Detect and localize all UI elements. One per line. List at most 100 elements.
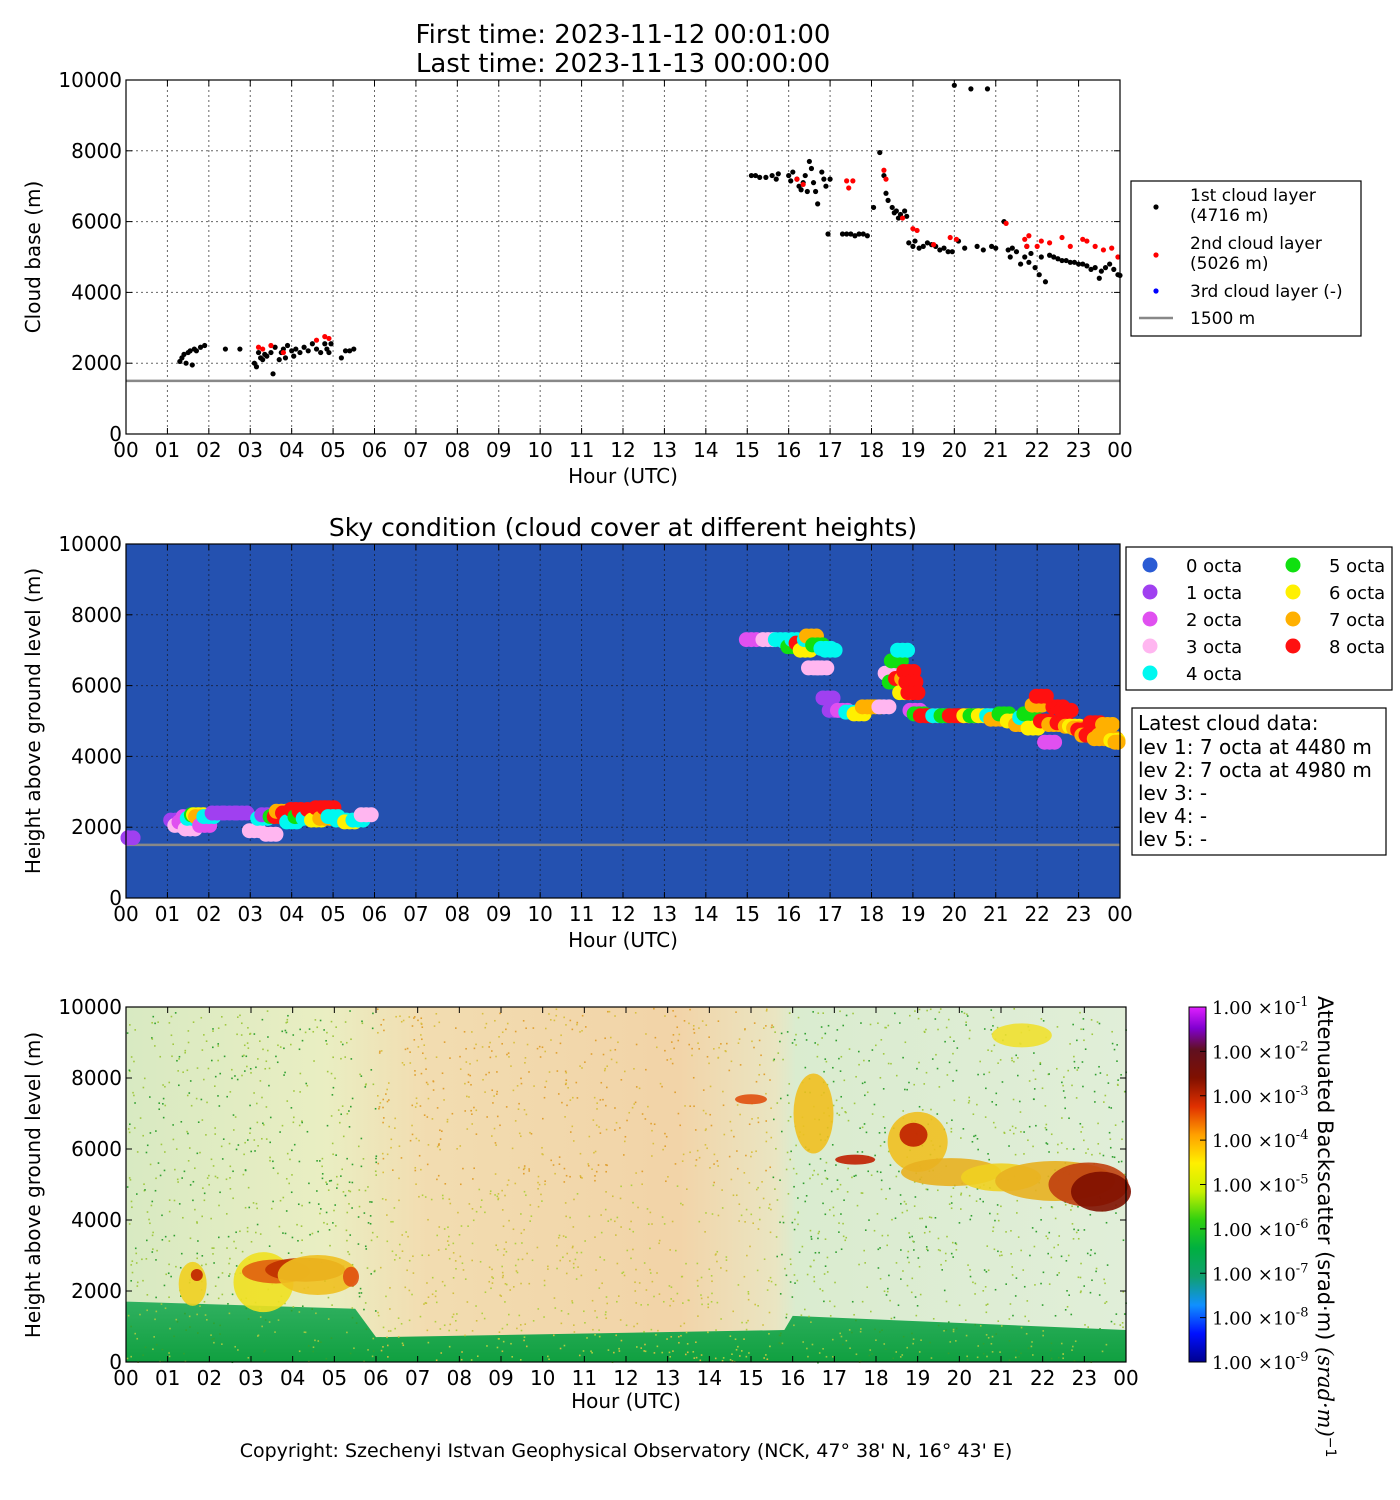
noise-pixel — [143, 1077, 146, 1080]
noise-pixel — [472, 1219, 475, 1222]
noise-pixel — [548, 1013, 550, 1015]
x-tick-label: 04 — [279, 438, 304, 462]
noise-pixel — [143, 1189, 146, 1192]
noise-pixel — [543, 1284, 546, 1287]
noise-pixel — [658, 1293, 661, 1295]
noise-pixel — [702, 1089, 705, 1091]
noise-pixel — [516, 1271, 519, 1274]
noise-pixel — [225, 1213, 228, 1215]
noise-pixel — [560, 1322, 563, 1325]
noise-pixel — [382, 1098, 385, 1101]
layer2-point — [1034, 243, 1040, 249]
noise-pixel — [847, 1167, 849, 1170]
noise-pixel — [472, 1178, 474, 1180]
noise-pixel — [716, 1160, 719, 1162]
noise-pixel — [747, 1298, 750, 1301]
noise-pixel — [634, 1101, 637, 1104]
noise-pixel — [536, 1246, 539, 1249]
noise-pixel — [652, 1142, 655, 1145]
noise-pixel — [371, 1027, 374, 1030]
noise-pixel — [625, 1324, 628, 1327]
noise-pixel — [366, 1267, 369, 1269]
noise-pixel — [950, 1127, 953, 1130]
noise-pixel — [747, 1319, 749, 1322]
noise-pixel — [768, 1311, 771, 1314]
noise-pixel — [409, 1062, 412, 1064]
noise-pixel — [1015, 1277, 1018, 1279]
layer1-point — [351, 346, 357, 352]
noise-pixel — [921, 1109, 924, 1111]
noise-pixel — [992, 1230, 994, 1233]
noise-pixel — [232, 1129, 235, 1131]
noise-pixel — [291, 1174, 293, 1176]
noise-pixel — [471, 1031, 473, 1033]
noise-pixel — [565, 1082, 567, 1085]
noise-pixel — [245, 1055, 248, 1058]
noise-pixel — [481, 1046, 484, 1048]
noise-pixel — [566, 1252, 569, 1255]
x-tick-label: 00 — [1107, 902, 1132, 926]
noise-pixel — [155, 1177, 157, 1180]
noise-pixel — [798, 1251, 801, 1254]
noise-pixel — [833, 1214, 835, 1217]
noise-pixel — [376, 1236, 379, 1238]
noise-pixel — [960, 1192, 963, 1195]
noise-pixel — [262, 1122, 264, 1125]
noise-pixel — [232, 1170, 234, 1173]
noise-pixel — [603, 1069, 606, 1072]
noise-pixel — [212, 1253, 214, 1255]
noise-pixel — [221, 1272, 224, 1274]
noise-pixel — [987, 1336, 990, 1339]
y-tick-label: 2000 — [71, 351, 122, 375]
noise-pixel — [446, 1120, 449, 1123]
noise-pixel — [455, 1027, 457, 1029]
noise-pixel — [769, 1166, 772, 1169]
noise-pixel — [556, 1244, 558, 1247]
noise-pixel — [1068, 1294, 1070, 1296]
noise-pixel — [918, 1008, 921, 1011]
noise-pixel — [1107, 1082, 1110, 1084]
noise-pixel — [183, 1170, 186, 1173]
layer1-point — [1107, 261, 1113, 267]
noise-pixel — [348, 1181, 351, 1184]
noise-pixel — [1096, 1021, 1099, 1023]
noise-pixel — [1058, 1235, 1061, 1237]
noise-pixel — [1025, 1332, 1028, 1335]
noise-pixel — [990, 1029, 993, 1031]
layer1-point — [883, 190, 889, 196]
noise-pixel — [676, 1185, 679, 1187]
noise-pixel — [520, 1213, 522, 1215]
noise-pixel — [969, 1218, 972, 1221]
noise-pixel — [856, 1151, 859, 1153]
noise-pixel — [1009, 1303, 1012, 1305]
noise-pixel — [548, 1071, 551, 1073]
noise-pixel — [571, 1246, 574, 1249]
noise-pixel — [843, 1199, 845, 1202]
noise-pixel — [214, 1075, 217, 1078]
noise-pixel — [787, 1119, 790, 1122]
noise-pixel — [459, 1183, 462, 1186]
noise-pixel — [569, 1019, 572, 1022]
noise-pixel — [475, 1319, 478, 1322]
noise-pixel — [843, 1079, 846, 1082]
noise-pixel — [382, 1171, 385, 1174]
noise-pixel — [424, 1302, 427, 1304]
layer1-point — [864, 233, 870, 239]
noise-pixel — [984, 1286, 987, 1288]
noise-pixel — [1016, 1199, 1019, 1202]
noise-pixel — [930, 1216, 933, 1219]
noise-pixel — [1087, 1148, 1089, 1150]
noise-pixel — [870, 1174, 873, 1177]
noise-pixel — [1089, 1291, 1092, 1294]
noise-pixel — [319, 1212, 321, 1215]
noise-pixel — [997, 1219, 1000, 1222]
noise-pixel — [602, 1053, 605, 1056]
noise-pixel — [176, 1178, 179, 1181]
noise-pixel — [217, 1095, 219, 1097]
noise-pixel — [389, 1287, 391, 1289]
layer1-point — [757, 174, 763, 180]
noise-pixel — [765, 1025, 767, 1027]
noise-pixel — [806, 1347, 808, 1350]
legend-layer3-marker — [1153, 288, 1159, 294]
noise-pixel — [563, 1181, 566, 1183]
